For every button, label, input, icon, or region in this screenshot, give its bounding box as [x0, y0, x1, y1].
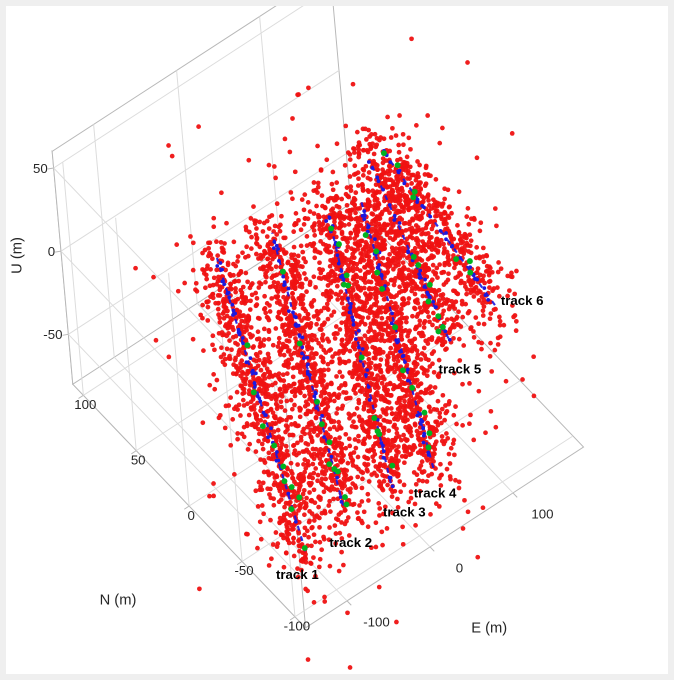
track-marker: [379, 285, 386, 292]
track-line: [271, 232, 345, 506]
track-marker: [411, 188, 418, 195]
e-axis-label: E (m): [471, 621, 507, 637]
track-marker: [371, 415, 378, 422]
track-group: [324, 212, 396, 489]
tracks: [215, 149, 496, 552]
3d-scatter-plot[interactable]: -100 0 100 -100 -50 0 50 100 -50 0 50 E (m) N (m) U (…: [6, 6, 668, 674]
e-tick-label: -100: [363, 614, 390, 629]
track-marker: [328, 225, 335, 232]
track-marker: [400, 367, 406, 374]
track-group: [215, 257, 308, 552]
track-marker: [342, 494, 348, 501]
track-marker: [467, 269, 474, 276]
track-marker: [421, 409, 428, 416]
track-marker: [389, 462, 396, 469]
track-marker: [288, 484, 295, 491]
track-label: track 1: [276, 567, 319, 582]
track-marker: [326, 439, 333, 446]
track-group: [271, 232, 350, 508]
track-marker: [280, 268, 286, 275]
axis-labels: E (m) N (m) U (m): [10, 237, 508, 637]
track-marker: [410, 253, 417, 260]
track-marker: [394, 162, 401, 169]
n-tick-label: -50: [235, 563, 254, 578]
track-marker: [425, 444, 432, 451]
track-label: track 4: [414, 485, 457, 500]
track-marker: [425, 298, 432, 305]
track-marker: [392, 324, 399, 331]
track-marker: [426, 430, 433, 437]
track-marker: [318, 421, 325, 428]
track-marker: [373, 248, 380, 255]
track-line: [326, 212, 392, 484]
track-marker: [358, 354, 365, 361]
track-marker: [439, 324, 446, 330]
track-group: [381, 149, 496, 306]
n-tick-label: 0: [187, 508, 194, 523]
track-marker: [374, 428, 381, 435]
track-marker: [281, 478, 288, 485]
track-marker: [250, 389, 257, 396]
e-tick-label: 0: [456, 560, 463, 575]
track-marker: [296, 494, 303, 501]
track-marker: [426, 281, 433, 288]
track-marker: [381, 150, 387, 157]
track-marker: [343, 501, 350, 508]
u-axis-label: U (m): [10, 237, 26, 274]
track-group: [359, 196, 435, 469]
track-marker: [409, 384, 416, 391]
track-line: [215, 257, 307, 552]
track-label: track 2: [329, 535, 372, 550]
back-wall: [51, 6, 352, 386]
track-marker: [466, 258, 473, 265]
track-marker: [341, 281, 347, 288]
track-marker: [362, 232, 369, 239]
track-group: [366, 160, 452, 342]
track-marker: [326, 461, 333, 468]
track-marker: [244, 342, 251, 349]
track-marker: [435, 313, 442, 320]
tick-marks: [47, 167, 518, 621]
track-marker: [343, 272, 350, 279]
n-axis-label: N (m): [100, 592, 137, 608]
track-marker: [314, 398, 321, 405]
u-tick-label: -50: [43, 327, 62, 342]
track-marker: [259, 423, 266, 430]
track-marker: [280, 463, 287, 470]
track-marker: [271, 442, 278, 449]
u-tick-label: 0: [48, 244, 55, 259]
track-marker: [453, 256, 460, 263]
n-tick-label: -100: [284, 618, 311, 633]
track-marker: [296, 340, 303, 347]
track-label: track 5: [439, 362, 482, 377]
tick-labels: -100 0 100 -100 -50 0 50 100 -50 0 50: [33, 161, 554, 634]
n-tick-label: 50: [131, 452, 146, 467]
track-marker: [415, 262, 422, 268]
track-marker: [336, 241, 342, 248]
track-marker: [288, 506, 295, 513]
track-marker: [334, 468, 341, 475]
track-label: track 6: [501, 293, 544, 308]
track-marker: [374, 269, 381, 276]
track-label: track 3: [383, 505, 426, 520]
track-marker: [410, 194, 417, 201]
track-marker: [301, 545, 308, 552]
u-tick-label: 50: [33, 161, 48, 176]
track-labels: track 1 track 2 track 3 track 4 track 5 track…: [276, 293, 544, 582]
track-marker: [435, 328, 442, 335]
e-tick-label: 100: [531, 506, 553, 521]
n-tick-label: 100: [74, 397, 96, 412]
